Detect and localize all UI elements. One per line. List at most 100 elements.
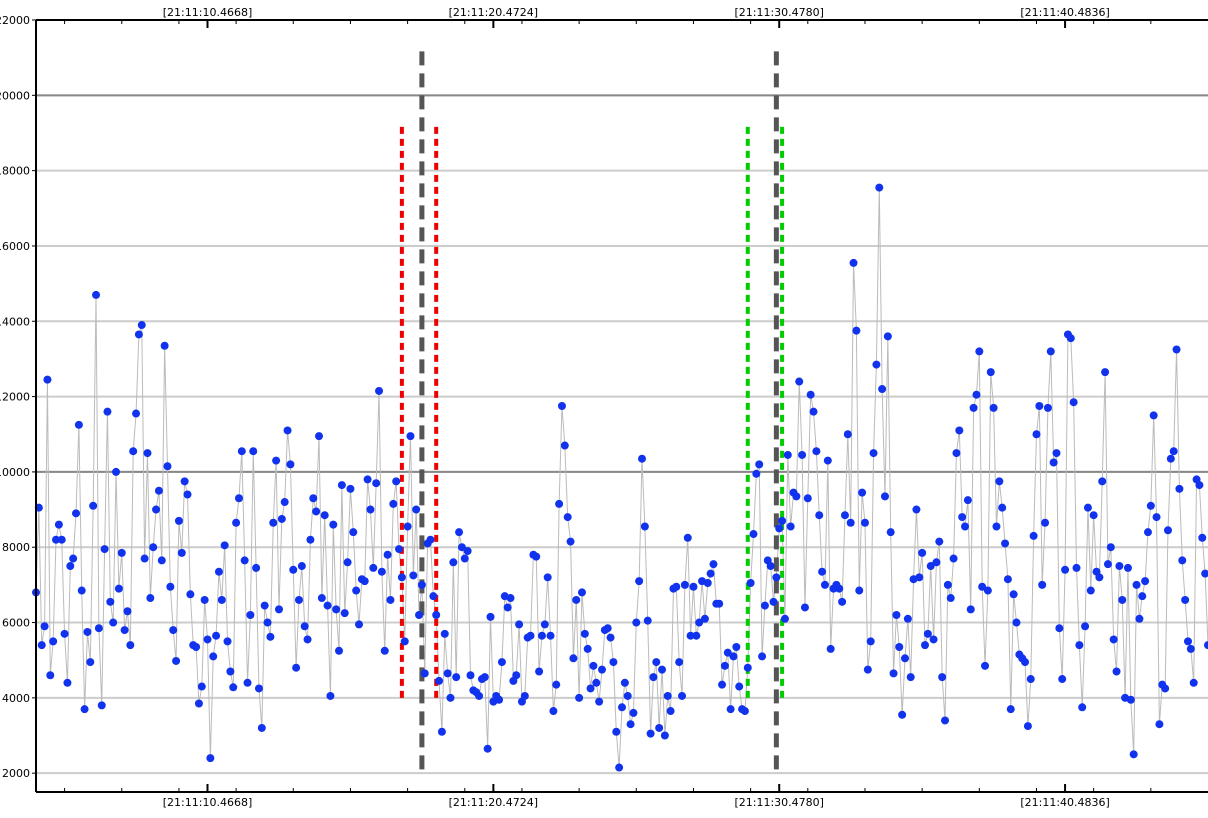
data-point <box>403 522 412 531</box>
data-point <box>720 661 729 670</box>
data-point <box>649 673 658 682</box>
point-layer <box>32 183 1208 772</box>
data-point <box>280 498 289 507</box>
y-tick-label: 22000 <box>0 14 30 27</box>
data-point <box>943 580 952 589</box>
data-point <box>435 676 444 685</box>
data-point <box>217 595 226 604</box>
data-point <box>586 684 595 693</box>
data-point <box>480 673 489 682</box>
data-point <box>400 637 409 646</box>
data-point <box>1095 573 1104 582</box>
data-point <box>557 402 566 410</box>
data-point <box>166 582 175 591</box>
data-point <box>297 562 306 571</box>
data-point <box>232 518 241 527</box>
data-point <box>415 611 424 619</box>
x-tick-label-top: [21:11:40.4836] <box>1020 6 1109 19</box>
data-point <box>292 663 301 672</box>
x-tick-label-bottom: [21:11:20.4724] <box>449 796 538 809</box>
data-point <box>583 644 592 653</box>
data-point <box>798 450 807 459</box>
data-point <box>1038 580 1047 589</box>
data-point <box>795 377 804 386</box>
data-point <box>595 697 604 706</box>
data-point <box>760 601 769 610</box>
data-point <box>194 699 203 708</box>
data-point <box>906 673 915 682</box>
data-point <box>512 671 521 680</box>
data-point <box>1186 644 1195 653</box>
data-point <box>234 494 243 503</box>
data-point <box>663 691 672 700</box>
data-point <box>455 528 464 537</box>
data-point <box>769 597 778 606</box>
data-point <box>386 595 395 604</box>
data-point <box>806 390 815 399</box>
data-point <box>197 682 206 691</box>
data-point <box>134 330 143 339</box>
data-point <box>309 494 318 503</box>
data-point <box>963 496 972 505</box>
data-point <box>49 637 58 646</box>
data-point <box>1098 477 1107 486</box>
data-point <box>740 707 749 716</box>
data-point <box>249 447 258 456</box>
data-point <box>1172 345 1181 354</box>
data-point <box>981 661 990 670</box>
data-point <box>866 637 875 646</box>
data-point <box>252 563 261 572</box>
data-point <box>689 582 698 591</box>
data-point <box>209 652 218 661</box>
data-point <box>572 595 581 604</box>
data-point <box>332 605 341 614</box>
data-point <box>623 691 632 700</box>
data-point <box>835 584 844 593</box>
data-point <box>666 707 675 716</box>
data-point <box>1195 481 1204 490</box>
data-point <box>915 573 924 582</box>
data-point <box>383 550 392 559</box>
data-point <box>852 326 861 335</box>
data-point <box>160 341 169 350</box>
data-point <box>317 594 326 603</box>
data-point <box>457 543 466 552</box>
y-tick-label: 18000 <box>0 165 30 178</box>
data-point <box>409 571 418 580</box>
data-point <box>566 537 575 546</box>
data-point <box>626 720 635 729</box>
data-point <box>180 477 189 486</box>
data-point <box>369 563 378 572</box>
data-point <box>672 582 681 591</box>
data-point <box>366 505 375 514</box>
data-point <box>746 579 755 587</box>
data-point <box>718 680 727 689</box>
data-point <box>1103 560 1112 569</box>
marker-layer <box>399 46 785 770</box>
data-point <box>97 701 106 710</box>
data-point <box>466 671 475 680</box>
data-point <box>535 667 544 676</box>
data-point <box>375 386 384 395</box>
data-point <box>46 671 55 680</box>
data-point <box>1126 695 1135 704</box>
data-point <box>312 507 321 516</box>
data-point <box>240 556 249 565</box>
data-point <box>555 499 564 508</box>
data-point <box>1189 678 1198 687</box>
data-point <box>589 661 598 670</box>
data-point <box>998 503 1007 512</box>
data-point <box>643 616 652 625</box>
data-point <box>678 691 687 700</box>
data-point <box>40 622 49 631</box>
data-point <box>735 682 744 691</box>
data-point <box>952 449 961 458</box>
data-point <box>946 594 955 603</box>
data-point <box>732 643 741 652</box>
data-point <box>226 667 235 676</box>
data-point <box>303 635 312 644</box>
data-point <box>758 652 767 661</box>
data-point <box>183 490 192 499</box>
data-point <box>549 707 558 716</box>
data-point <box>869 449 878 458</box>
